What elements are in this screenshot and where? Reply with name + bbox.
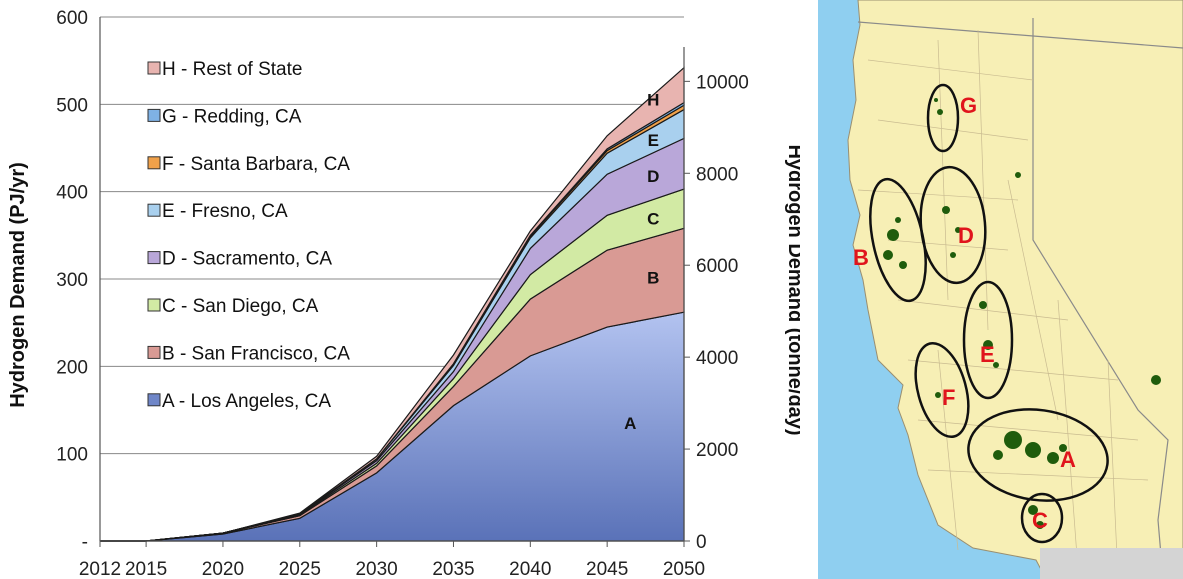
- x-tick-label: 2045: [586, 559, 628, 579]
- county-lines: [857, 29, 1149, 579]
- legend-swatch: [147, 298, 161, 312]
- map-label-d: D: [958, 223, 974, 248]
- y2-tick-label: 0: [696, 532, 707, 553]
- x-tick-label: 2020: [202, 559, 244, 579]
- legend-swatch: [147, 393, 161, 407]
- axes: -100200300400500600020004000600080001000…: [56, 8, 749, 579]
- x-tick-label: 2012: [79, 559, 121, 579]
- area-labels: A B C DE H: [624, 90, 659, 433]
- map-label-e: E: [980, 342, 995, 367]
- map-label-a: A: [1060, 447, 1076, 472]
- area-label-b: B: [647, 269, 659, 288]
- x-tick-label: 2050: [663, 559, 705, 579]
- legend-swatch: [147, 108, 161, 122]
- y-tick-label: 300: [56, 270, 88, 291]
- legend-label: G - Redding, CA: [162, 106, 302, 127]
- mexico-region: [1040, 548, 1183, 579]
- y-axis-title: Hydrogen Demand (PJ/yr): [7, 162, 29, 408]
- legend-swatch: [147, 156, 161, 170]
- y2-tick-label: 2000: [696, 440, 738, 461]
- urban-areas: [883, 98, 1161, 529]
- region-ellipses: [869, 83, 1109, 544]
- y2-tick-label: 4000: [696, 348, 738, 369]
- legend: H - Rest of State G - Redding, CA F - Sant…: [147, 59, 350, 412]
- y2-tick-label: 6000: [696, 256, 738, 277]
- y-tick-label: 100: [56, 445, 88, 466]
- y2-tick-label: 8000: [696, 164, 738, 185]
- x-tick-label: 2030: [355, 559, 397, 579]
- x-tick-label: 2015: [125, 559, 167, 579]
- y-tick-label: 500: [56, 95, 88, 116]
- area-label-d: D: [647, 167, 659, 186]
- y-tick-label: 600: [56, 8, 88, 29]
- stacked-areas: [100, 66, 685, 542]
- area-label-c: C: [647, 209, 659, 228]
- legend-swatch: [147, 61, 161, 75]
- california-region-map: G B D E F A C: [818, 0, 1183, 579]
- gridlines: [100, 16, 684, 542]
- area-label-e: E: [648, 131, 659, 150]
- map-label-b: B: [853, 245, 869, 270]
- legend-swatch: [147, 203, 161, 217]
- area-label-h: H: [647, 90, 659, 109]
- legend-label: H - Rest of State: [162, 59, 302, 80]
- legend-label: F - Santa Barbara, CA: [162, 154, 350, 175]
- map-label-c: C: [1032, 508, 1048, 533]
- map-label-g: G: [960, 93, 977, 118]
- legend-swatch: [147, 345, 161, 359]
- map-label-f: F: [942, 385, 955, 410]
- y2-axis-title: Hydrogen Demand (tonne/day): [784, 144, 800, 435]
- y-tick-label: 200: [56, 357, 88, 378]
- y-tick-label: -: [82, 532, 88, 553]
- state-border-line: [1032, 18, 1169, 579]
- y-tick-label: 400: [56, 183, 88, 204]
- legend-label: D - Sacramento, CA: [162, 249, 332, 270]
- hydrogen-demand-chart: -100200300400500600020004000600080001000…: [7, 8, 800, 579]
- y2-tick-label: 10000: [696, 72, 749, 93]
- state-border-top: [857, 21, 1183, 49]
- x-tick-label: 2025: [279, 559, 321, 579]
- x-tick-label: 2035: [432, 559, 474, 579]
- legend-label: A - Los Angeles, CA: [162, 391, 331, 412]
- legend-label: B - San Francisco, CA: [162, 343, 350, 364]
- legend-swatch: [147, 251, 161, 265]
- legend-label: C - San Diego, CA: [162, 296, 319, 317]
- legend-label: E - Fresno, CA: [162, 201, 288, 222]
- x-tick-label: 2040: [509, 559, 551, 579]
- area-label-a: A: [624, 414, 636, 433]
